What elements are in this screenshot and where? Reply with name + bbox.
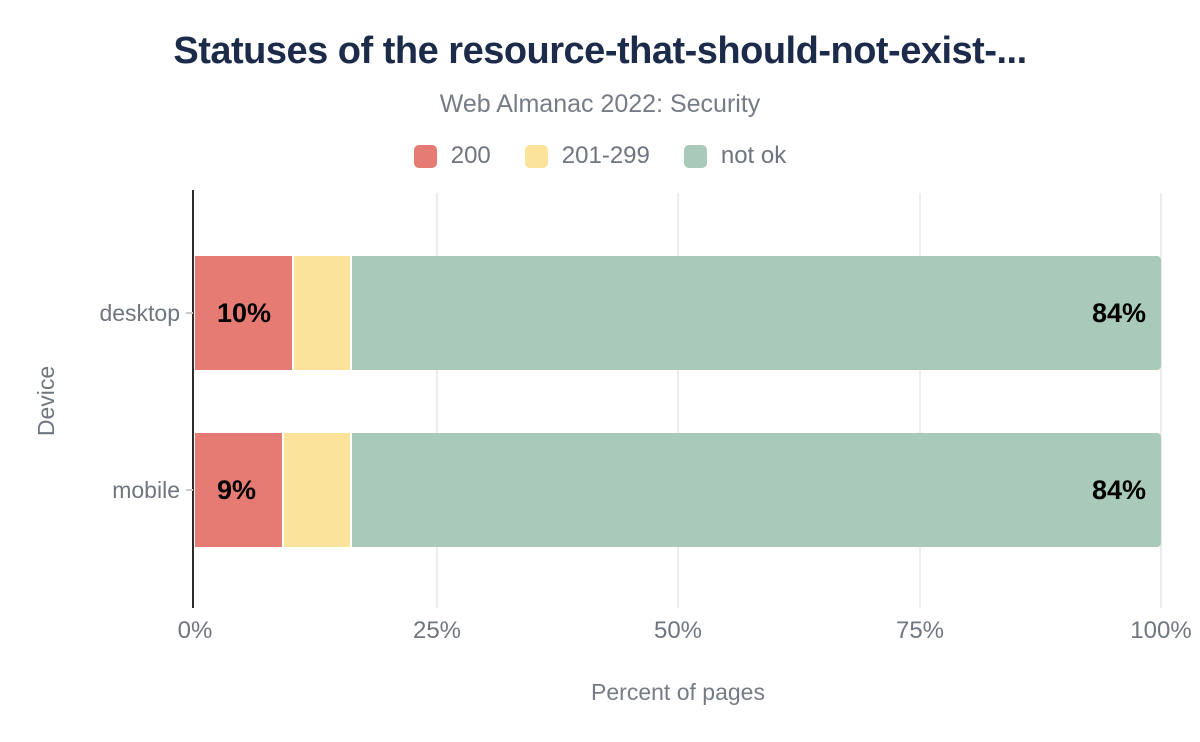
bar-segment-desktop-201-299[interactable] — [291, 256, 350, 370]
category-label-mobile: mobile — [112, 477, 180, 503]
x-tick-label: 75% — [895, 617, 945, 644]
bar-segment-desktop-200[interactable]: 10% — [195, 256, 292, 370]
bar-segment-mobile-200[interactable]: 9% — [195, 433, 282, 547]
gridline-75 — [919, 193, 921, 608]
legend-label: 200 — [450, 142, 491, 169]
legend-swatch-icon — [683, 144, 707, 168]
data-label: 9% — [217, 474, 257, 505]
legend-item-201-299[interactable]: 201-299 — [524, 142, 650, 170]
x-tick-label: 100% — [1130, 617, 1192, 644]
legend-item-not-ok[interactable]: not ok — [683, 142, 787, 170]
gridline-100 — [1160, 193, 1162, 608]
legend: 200 201-299 not ok — [0, 142, 1200, 170]
y-axis-line — [192, 190, 194, 608]
bar-segment-desktop-not-ok[interactable]: 84% — [349, 256, 1161, 370]
gridline-50 — [677, 193, 679, 608]
y-tick — [186, 312, 193, 314]
x-tick-label: 50% — [653, 617, 703, 644]
bar-segment-mobile-not-ok[interactable]: 84% — [349, 433, 1161, 547]
legend-swatch-icon — [524, 144, 548, 168]
chart-title: Statuses of the resource-that-should-not… — [173, 30, 1027, 72]
category-label-desktop: desktop — [99, 300, 180, 326]
x-tick-label: 0% — [177, 617, 213, 644]
data-label: 84% — [1091, 297, 1146, 328]
y-axis-title: Device — [33, 365, 59, 437]
legend-item-200[interactable]: 200 — [413, 142, 491, 170]
x-tick-label: 25% — [412, 617, 462, 644]
data-label: 84% — [1091, 474, 1146, 505]
bar-segment-mobile-201-299[interactable] — [281, 433, 350, 547]
bar-row-mobile: 9% 84% — [195, 433, 1161, 547]
x-axis-title: Percent of pages — [591, 679, 765, 705]
bar-row-desktop: 10% 84% — [195, 256, 1161, 370]
y-tick — [186, 489, 193, 491]
data-label: 10% — [217, 297, 272, 328]
legend-swatch-icon — [413, 144, 437, 168]
gridline-25 — [436, 193, 438, 608]
legend-label: not ok — [720, 142, 787, 169]
chart-subtitle: Web Almanac 2022: Security — [439, 90, 761, 118]
legend-label: 201-299 — [561, 142, 650, 169]
